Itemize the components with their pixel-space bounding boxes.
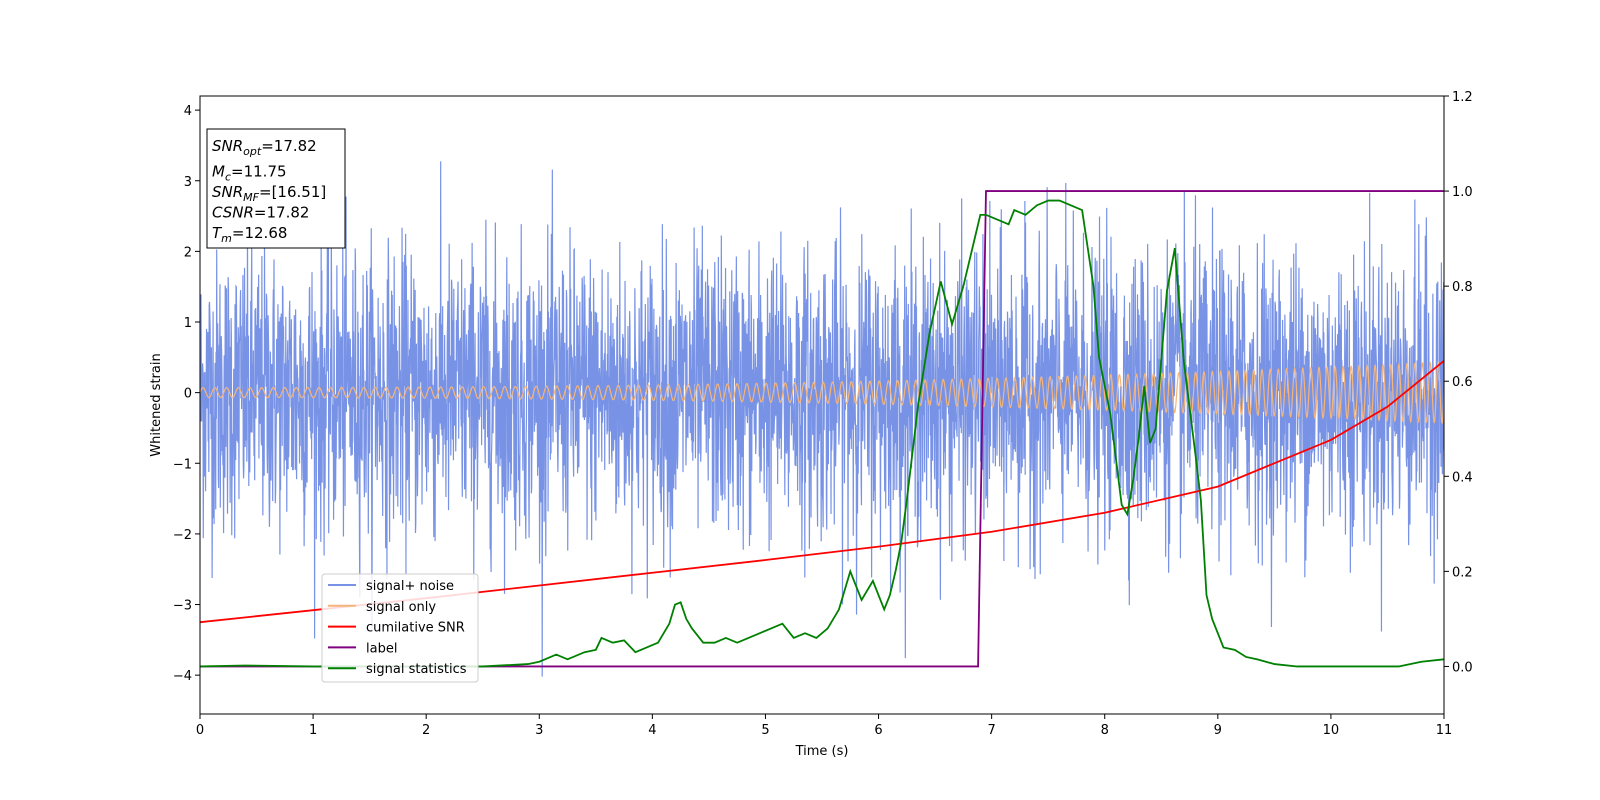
legend-entry-cumilative-snr: cumilative SNR: [328, 621, 465, 636]
x-tick-label: 3: [535, 723, 543, 738]
left-y-tick-label: 4: [184, 104, 192, 119]
right-y-tick-label: 1.2: [1452, 90, 1473, 105]
right-y-tick-label: 0.8: [1452, 280, 1473, 295]
left-y-tick-label: −4: [173, 669, 192, 684]
y-axis-label: Whitened strain: [149, 353, 164, 456]
info-box-line: Mc=11.75: [212, 163, 287, 184]
info-box-frame: [206, 128, 346, 249]
series-signal-plus-noise-line: [200, 161, 1444, 677]
x-tick-label: 6: [874, 723, 882, 738]
left-y-tick-label: −2: [173, 528, 192, 543]
legend-label: signal statistics: [366, 662, 467, 677]
legend-entry-signal-statistics: signal statistics: [328, 662, 467, 677]
x-tick-label: 0: [196, 723, 204, 738]
info-box-line: CSNR=17.82: [212, 204, 309, 222]
info-box-line: SNRMF=[16.51]: [212, 183, 326, 204]
right-y-tick-label: 1.0: [1452, 185, 1473, 200]
legend-entry-signal-noise: signal+ noise: [328, 579, 454, 594]
legend-entry-signal-only: signal only: [328, 600, 436, 615]
left-y-tick-label: 1: [184, 316, 192, 331]
x-tick-label: 9: [1214, 723, 1222, 738]
left-y-tick-label: 0: [184, 387, 192, 402]
right-y-tick-label: 0.0: [1452, 660, 1473, 675]
right-y-tick-label: 0.2: [1452, 565, 1473, 580]
legend-items: signal+ noise signal only cumilative SNR la…: [328, 579, 467, 677]
series-signal-statistics-line: [200, 199, 1444, 668]
x-axis-label: Time (s): [795, 744, 849, 759]
legend-frame: [321, 573, 479, 683]
series-label-line: [200, 190, 1444, 668]
right-y-axis: 0.0 0.2 0.4 0.6 0.8 1.0 1.2: [1444, 90, 1473, 675]
x-axis: 0 1 2 3 4 5 6 7 8 9 10 11: [196, 714, 1452, 738]
info-box-lines: SNRopt=17.82 Mc=11.75SNRMF=[16.51]CSNR=17…: [212, 137, 326, 245]
info-box-line: Tm=12.68: [212, 224, 287, 245]
left-y-tick-label: 3: [184, 175, 192, 190]
legend-entry-label: label: [328, 641, 397, 656]
x-tick-label: 10: [1323, 723, 1340, 738]
info-box-line: SNRopt=17.82: [212, 137, 317, 158]
x-tick-label: 7: [987, 723, 995, 738]
left-y-tick-label: 2: [184, 245, 192, 260]
legend: signal+ noise signal only cumilative SNR la…: [321, 573, 479, 683]
x-tick-label: 1: [309, 723, 317, 738]
x-tick-label: 11: [1436, 723, 1453, 738]
left-y-axis: −4 −3 −2 −1 0 1 2 3 4: [173, 104, 200, 684]
legend-label: signal only: [366, 600, 436, 615]
series-signal-only-line: [200, 360, 1444, 425]
x-tick-label: 5: [761, 723, 769, 738]
left-y-tick-label: −1: [173, 457, 192, 472]
plot-frame: [199, 95, 1445, 715]
legend-label: label: [366, 641, 397, 656]
legend-label: signal+ noise: [366, 579, 454, 594]
legend-label: cumilative SNR: [366, 621, 465, 636]
right-y-tick-label: 0.6: [1452, 375, 1473, 390]
x-tick-label: 8: [1101, 723, 1109, 738]
x-tick-label: 2: [422, 723, 430, 738]
info-box: SNRopt=17.82 Mc=11.75SNRMF=[16.51]CSNR=17…: [206, 128, 346, 249]
left-y-tick-label: −3: [173, 599, 192, 614]
x-tick-label: 4: [648, 723, 656, 738]
right-y-tick-label: 0.4: [1452, 470, 1473, 485]
